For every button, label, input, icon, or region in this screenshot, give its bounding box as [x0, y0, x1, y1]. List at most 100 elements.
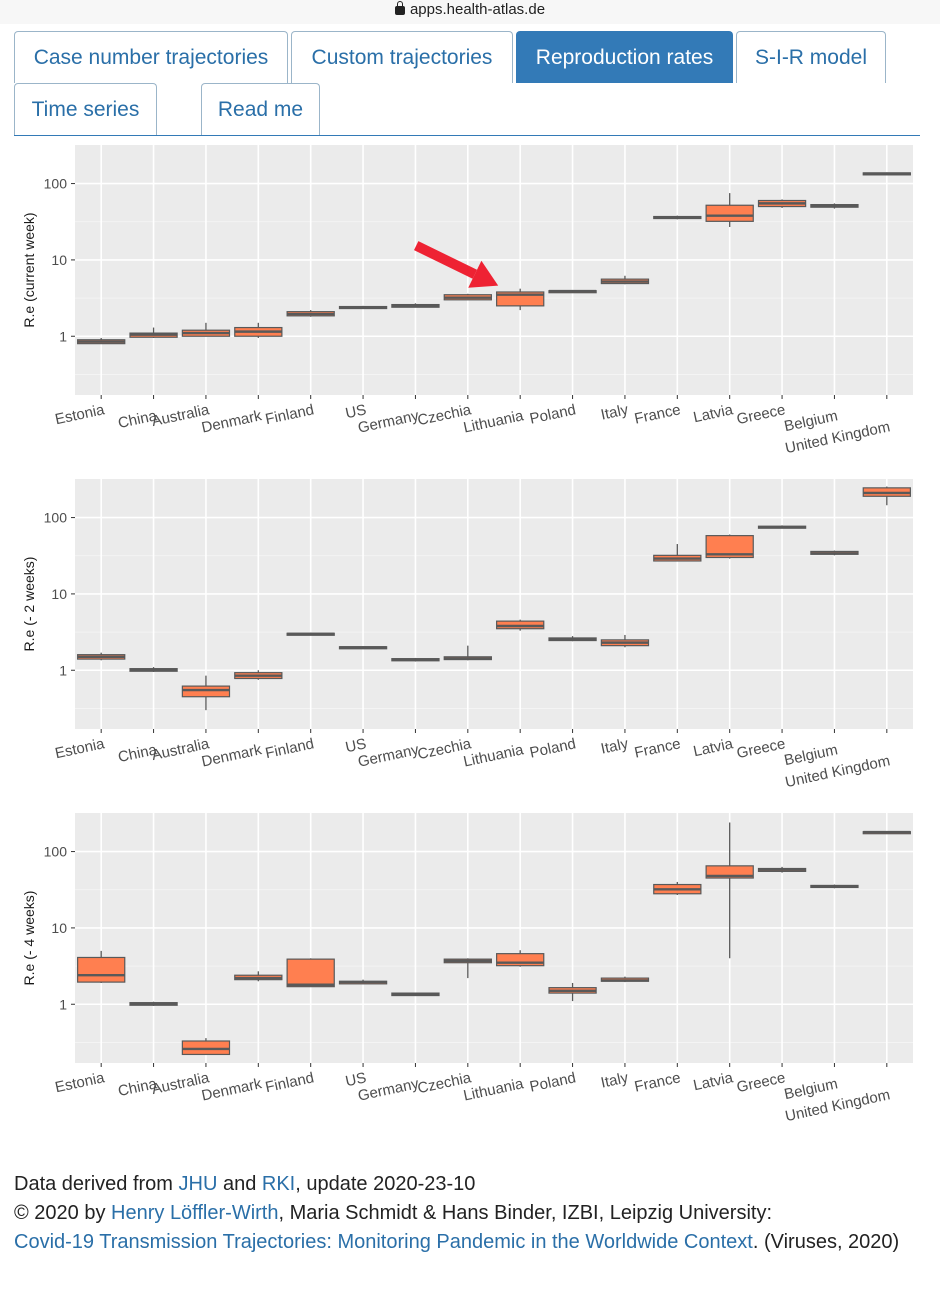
box-poland: [548, 982, 597, 1002]
browser-url-bar[interactable]: apps.health-atlas.de: [0, 0, 940, 24]
tab-sir-model[interactable]: S-I-R model: [736, 31, 886, 83]
y-tick-label: 100: [44, 176, 68, 192]
x-tick-label: Poland: [528, 1069, 577, 1095]
box-latvia: [705, 193, 754, 227]
url-text: apps.health-atlas.de: [409, 1, 546, 18]
tab-time-series[interactable]: Time series: [14, 83, 157, 135]
footer-line-1: Data derived from JHU and RKI, update 20…: [14, 1173, 476, 1195]
x-tick-label: Denmark: [200, 741, 264, 770]
box-united-kingdom: [862, 830, 911, 835]
x-tick-label: France: [633, 1069, 682, 1095]
tab-reproduction-rates[interactable]: Reproduction rates: [516, 31, 733, 83]
lock-icon: [394, 1, 405, 15]
y-tick-label: 10: [51, 586, 67, 602]
x-tick-label: France: [633, 401, 682, 427]
x-tick-label: Denmark: [200, 407, 264, 436]
x-tick-label: Latvia: [692, 1069, 735, 1094]
y-tick-label: 1: [59, 662, 67, 678]
footer-line-3: Covid-19 Transmission Trajectories: Moni…: [14, 1231, 900, 1253]
box-australia: [181, 1038, 231, 1056]
box-france: [653, 544, 702, 562]
box-finland: [286, 958, 335, 988]
box-denmark: [234, 670, 283, 680]
jhu-link[interactable]: JHU: [178, 1173, 218, 1195]
rki-link[interactable]: RKI: [261, 1173, 296, 1195]
plot-background: [75, 813, 913, 1063]
x-tick-label: Finland: [264, 735, 316, 762]
box-greece: [757, 525, 807, 529]
box-denmark: [234, 971, 283, 982]
box-belgium: [810, 550, 859, 556]
x-tick-label: Greece: [735, 735, 787, 762]
box-belgium: [810, 203, 859, 209]
box-body: [705, 204, 754, 222]
box-greece: [757, 866, 807, 873]
box-body: [181, 685, 231, 698]
box-poland: [548, 636, 597, 642]
box-china: [129, 667, 178, 672]
y-tick-label: 10: [51, 252, 67, 268]
x-tick-label: Poland: [528, 401, 577, 427]
author-link[interactable]: Henry Löffler-Wirth: [111, 1202, 279, 1224]
y-tick-label: 100: [44, 510, 68, 526]
box-us: [338, 646, 388, 650]
box-czechia: [443, 293, 492, 301]
x-tick-label: Estonia: [54, 401, 107, 428]
box-italy: [600, 976, 650, 983]
box-finland: [286, 310, 335, 317]
x-tick-label: Greece: [735, 1069, 787, 1096]
box-china: [129, 327, 178, 338]
box-belgium: [810, 884, 859, 889]
tab-custom-trajectories[interactable]: Custom trajectories: [291, 31, 513, 83]
x-tick-label: US: [344, 401, 368, 422]
box-australia: [181, 322, 231, 337]
box-lithuania: [496, 950, 545, 967]
box-czechia: [443, 645, 492, 661]
box-united-kingdom: [862, 172, 911, 176]
x-tick-label: Lithuania: [462, 741, 526, 770]
box-latvia: [705, 534, 754, 559]
box-australia: [181, 675, 231, 711]
footer-line-2: © 2020 by Henry Löffler-Wirth, Maria Sch…: [14, 1202, 772, 1224]
x-tick-label: France: [633, 735, 682, 761]
y-axis-title: R.e (- 2 weeks): [21, 557, 37, 652]
annotation-arrow-head: [468, 260, 499, 288]
box-france: [653, 215, 702, 220]
x-tick-label: Lithuania: [462, 407, 526, 436]
x-tick-label: Greece: [735, 401, 787, 428]
tab-underline: [14, 135, 920, 136]
x-tick-label: Lithuania: [462, 1075, 526, 1104]
x-tick-label: US: [344, 735, 368, 756]
annotation-arrow-shaft: [413, 241, 478, 279]
box-body: [77, 956, 126, 983]
x-tick-label: Latvia: [692, 735, 735, 760]
y-axis-title: R.e (current week): [21, 212, 37, 327]
footer: Data derived from JHU and RKI, update 20…: [14, 1170, 926, 1257]
x-tick-label: Finland: [264, 401, 316, 428]
tab-case-number-trajectories[interactable]: Case number trajectories: [14, 31, 288, 83]
box-estonia: [77, 950, 126, 983]
box-lithuania: [496, 619, 545, 631]
y-tick-label: 10: [51, 920, 67, 936]
plot-background: [75, 145, 913, 395]
paper-link[interactable]: Covid-19 Transmission Trajectories: Moni…: [14, 1231, 753, 1253]
box-estonia: [77, 652, 126, 661]
box-czechia: [443, 958, 492, 979]
box-greece: [757, 199, 807, 208]
x-tick-label: Poland: [528, 735, 577, 761]
y-tick-label: 1: [59, 328, 67, 344]
box-estonia: [77, 337, 126, 345]
y-tick-label: 100: [44, 844, 68, 860]
x-tick-label: Estonia: [54, 1069, 107, 1096]
box-germany: [391, 657, 440, 662]
x-tick-label: Italy: [599, 401, 630, 423]
box-france: [653, 881, 702, 895]
x-tick-label: Finland: [264, 1069, 316, 1096]
x-tick-label: Latvia: [692, 401, 735, 426]
box-germany: [391, 992, 440, 997]
tab-read-me[interactable]: Read me: [201, 83, 320, 135]
y-tick-label: 1: [59, 996, 67, 1012]
